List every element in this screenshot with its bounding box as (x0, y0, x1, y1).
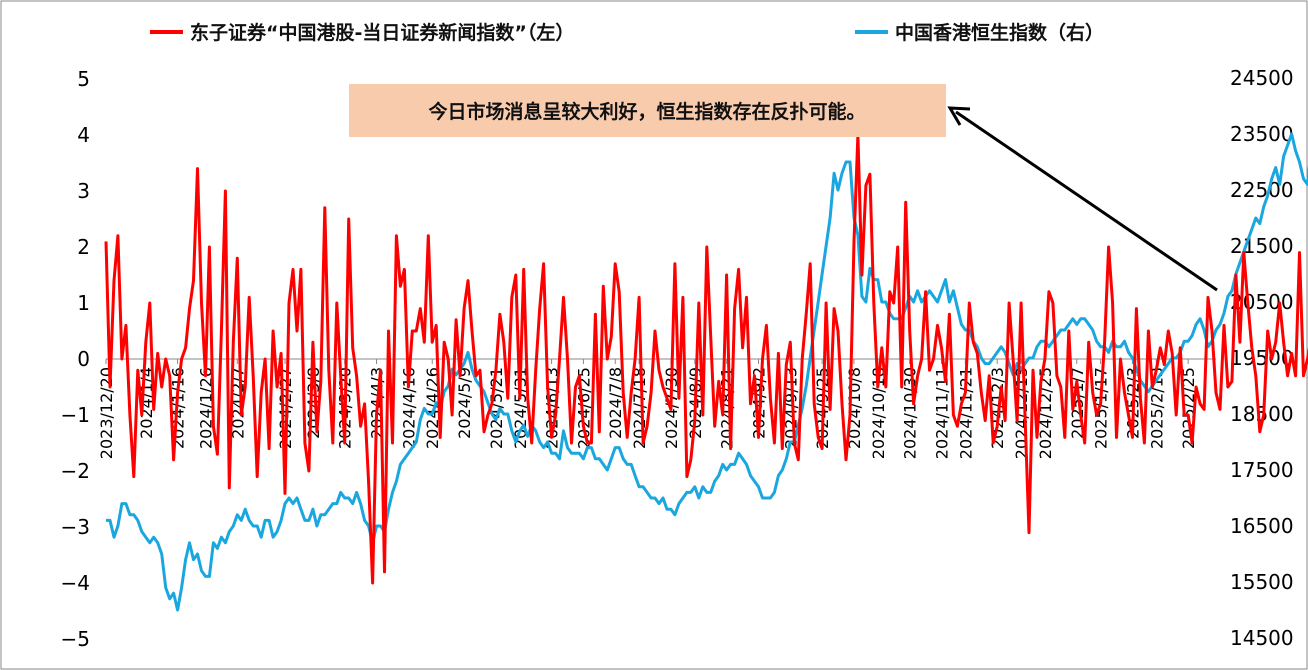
left-tick-label: 3 (77, 179, 90, 203)
x-tick-label: 2024/11/11 (932, 367, 951, 459)
x-tick-label: 2024/4/16 (399, 367, 418, 449)
left-tick-label: 0 (77, 347, 90, 371)
right-tick-label: 15500 (1230, 570, 1294, 594)
left-axis: −5 −4 −3 −2 −1 0 1 2 3 4 5 (61, 67, 90, 651)
right-tick-label: 24500 (1230, 66, 1294, 90)
right-tick-label: 17500 (1230, 458, 1294, 482)
right-tick-label: 14500 (1230, 626, 1294, 650)
left-tick-label: −1 (61, 403, 90, 427)
series-line-hang-seng (106, 132, 1308, 612)
x-tick-label: 2023/12/20 (97, 367, 116, 459)
left-tick-label: 1 (77, 291, 90, 315)
x-tick-label: 2024/7/18 (630, 367, 649, 449)
left-tick-label: −3 (61, 515, 90, 539)
annotation-arrow-head (947, 106, 971, 126)
annotation-box (349, 84, 946, 137)
right-tick-label: 16500 (1230, 514, 1294, 538)
x-tick-label: 2024/11/21 (956, 367, 975, 459)
left-tick-label: −5 (61, 627, 90, 651)
right-tick-label: 20500 (1230, 290, 1294, 314)
annotation-arrow-line (955, 110, 1218, 292)
legend-label-news-index: 东子证券“中国港股-当日证券新闻指数”（左） (190, 21, 574, 44)
annotation-text: 今日市场消息呈较大利好，恒生指数存在反扑可能。 (427, 100, 865, 123)
right-tick-label: 21500 (1230, 234, 1294, 258)
right-tick-label: 23500 (1230, 122, 1294, 146)
x-tick-label: 2024/1/26 (196, 367, 215, 449)
x-tick-label: 2024/5/21 (487, 367, 506, 449)
legend: 东子证券“中国港股-当日证券新闻指数”（左） 中国香港恒生指数（右） (150, 21, 1104, 44)
series-line-news-index (104, 133, 1308, 585)
annotation: 今日市场消息呈较大利好，恒生指数存在反扑可能。 (349, 84, 1218, 292)
left-tick-label: 2 (77, 235, 90, 259)
x-tick-label: 2025/1/17 (1092, 367, 1111, 449)
x-tick-label: 2024/1/4 (137, 367, 156, 439)
left-tick-label: 4 (77, 123, 90, 147)
right-axis: 1450015500165001750018500195002050021500… (1230, 66, 1294, 650)
x-tick-label: 2024/5/9 (455, 367, 474, 439)
x-tick-label: 2024/10/18 (869, 367, 888, 459)
left-tick-label: 5 (77, 67, 90, 91)
legend-label-hang-seng: 中国香港恒生指数（右） (895, 21, 1104, 44)
left-tick-label: −2 (61, 459, 90, 483)
left-tick-label: −4 (61, 571, 90, 595)
series-layer (104, 132, 1308, 612)
x-tick-label: 2024/7/8 (606, 367, 625, 439)
right-tick-label: 22500 (1230, 178, 1294, 202)
